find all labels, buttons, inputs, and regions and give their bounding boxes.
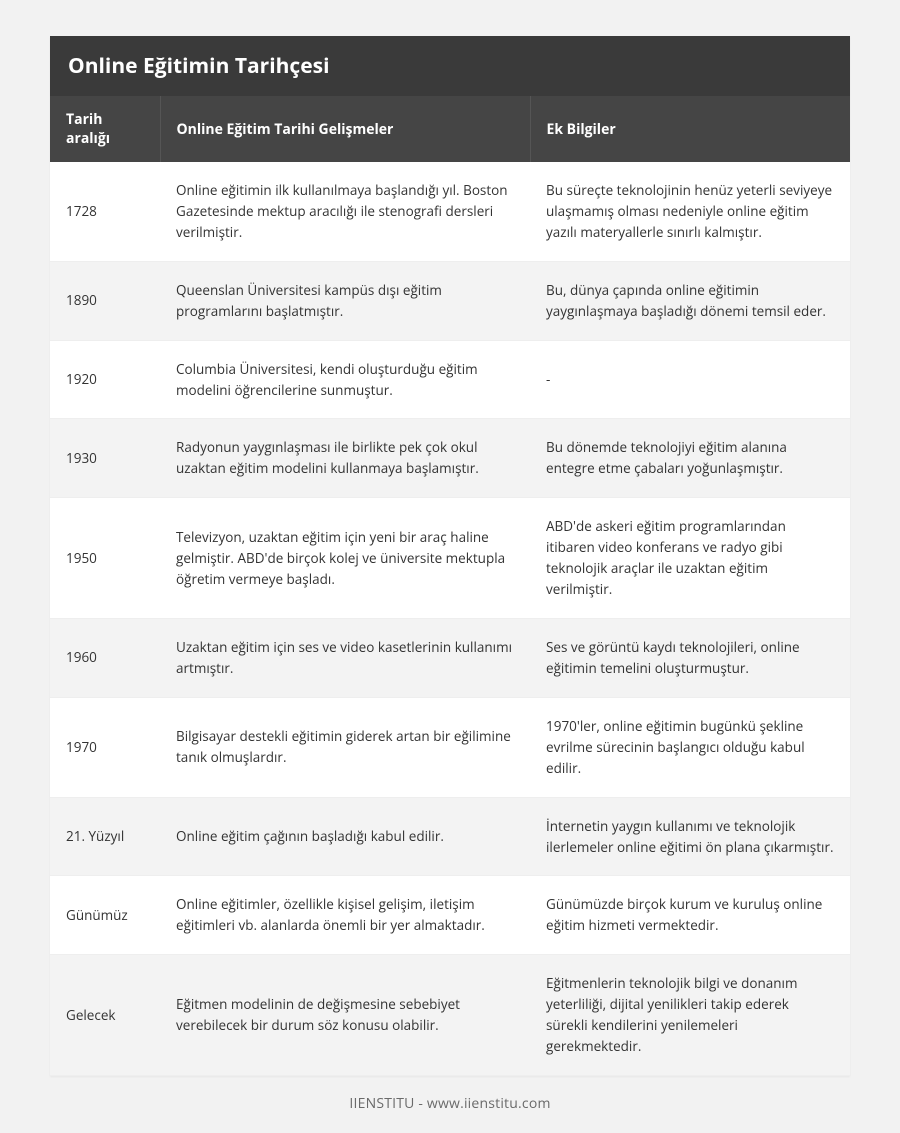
cell-date: 1728 <box>50 162 160 261</box>
cell-date: 21. Yüzyıl <box>50 797 160 876</box>
table-row: Gelecek Eğitmen modelinin de değişmesine… <box>50 955 850 1076</box>
table-header-row: Tarih aralığı Online Eğitim Tarihi Geliş… <box>50 96 850 162</box>
col-header-date: Tarih aralığı <box>50 96 160 162</box>
cell-dev: Online eğitimler, özellikle kişisel geli… <box>160 876 530 955</box>
cell-dev: Radyonun yaygınlaşması ile birlikte pek … <box>160 419 530 498</box>
cell-date: Günümüz <box>50 876 160 955</box>
cell-dev: Online eğitimin ilk kullanılmaya başland… <box>160 162 530 261</box>
cell-info: Ses ve görüntü kaydı teknolojileri, onli… <box>530 618 850 697</box>
table-row: 21. Yüzyıl Online eğitim çağının başladı… <box>50 797 850 876</box>
cell-dev: Online eğitim çağının başladığı kabul ed… <box>160 797 530 876</box>
cell-info: İnternetin yaygın kullanımı ve teknoloji… <box>530 797 850 876</box>
cell-date: 1970 <box>50 697 160 797</box>
cell-date: 1920 <box>50 340 160 419</box>
cell-date: 1950 <box>50 498 160 619</box>
table-body: 1728 Online eğitimin ilk kullanılmaya ba… <box>50 162 850 1075</box>
table-row: 1950 Televizyon, uzaktan eğitim için yen… <box>50 498 850 619</box>
cell-dev: Eğitmen modelinin de değişmesine sebebiy… <box>160 955 530 1076</box>
cell-info: - <box>530 340 850 419</box>
table-row: 1728 Online eğitimin ilk kullanılmaya ba… <box>50 162 850 261</box>
cell-info: Bu, dünya çapında online eğitimin yaygın… <box>530 261 850 340</box>
table-title: Online Eğitimin Tarihçesi <box>50 36 850 96</box>
history-table: Online Eğitimin Tarihçesi Tarih aralığı … <box>50 36 850 1076</box>
cell-date: 1960 <box>50 618 160 697</box>
footer-attribution: IIENSTITU - www.iienstitu.com <box>50 1076 850 1113</box>
table-title-row: Online Eğitimin Tarihçesi <box>50 36 850 96</box>
cell-date: 1890 <box>50 261 160 340</box>
table-row: 1970 Bilgisayar destekli eğitimin gidere… <box>50 697 850 797</box>
cell-info: Eğitmenlerin teknolojik bilgi ve donanım… <box>530 955 850 1076</box>
cell-info: Bu dönemde teknolojiyi eğitim alanına en… <box>530 419 850 498</box>
cell-dev: Uzaktan eğitim için ses ve video kasetle… <box>160 618 530 697</box>
col-header-info: Ek Bilgiler <box>530 96 850 162</box>
cell-info: Günümüzde birçok kurum ve kuruluş online… <box>530 876 850 955</box>
cell-info: Bu süreçte teknolojinin henüz yeterli se… <box>530 162 850 261</box>
table-row: 1960 Uzaktan eğitim için ses ve video ka… <box>50 618 850 697</box>
cell-date: 1930 <box>50 419 160 498</box>
cell-date: Gelecek <box>50 955 160 1076</box>
cell-dev: Columbia Üniversitesi, kendi oluşturduğu… <box>160 340 530 419</box>
table-row: 1930 Radyonun yaygınlaşması ile birlikte… <box>50 419 850 498</box>
table-row: 1890 Queenslan Üniversitesi kampüs dışı … <box>50 261 850 340</box>
cell-dev: Televizyon, uzaktan eğitim için yeni bir… <box>160 498 530 619</box>
cell-dev: Queenslan Üniversitesi kampüs dışı eğiti… <box>160 261 530 340</box>
cell-info: 1970'ler, online eğitimin bugünkü şeklin… <box>530 697 850 797</box>
cell-info: ABD'de askeri eğitim programlarından iti… <box>530 498 850 619</box>
table-row: Günümüz Online eğitimler, özellikle kişi… <box>50 876 850 955</box>
col-header-dev: Online Eğitim Tarihi Gelişmeler <box>160 96 530 162</box>
cell-dev: Bilgisayar destekli eğitimin giderek art… <box>160 697 530 797</box>
table-row: 1920 Columbia Üniversitesi, kendi oluştu… <box>50 340 850 419</box>
page-container: Online Eğitimin Tarihçesi Tarih aralığı … <box>0 0 900 1133</box>
